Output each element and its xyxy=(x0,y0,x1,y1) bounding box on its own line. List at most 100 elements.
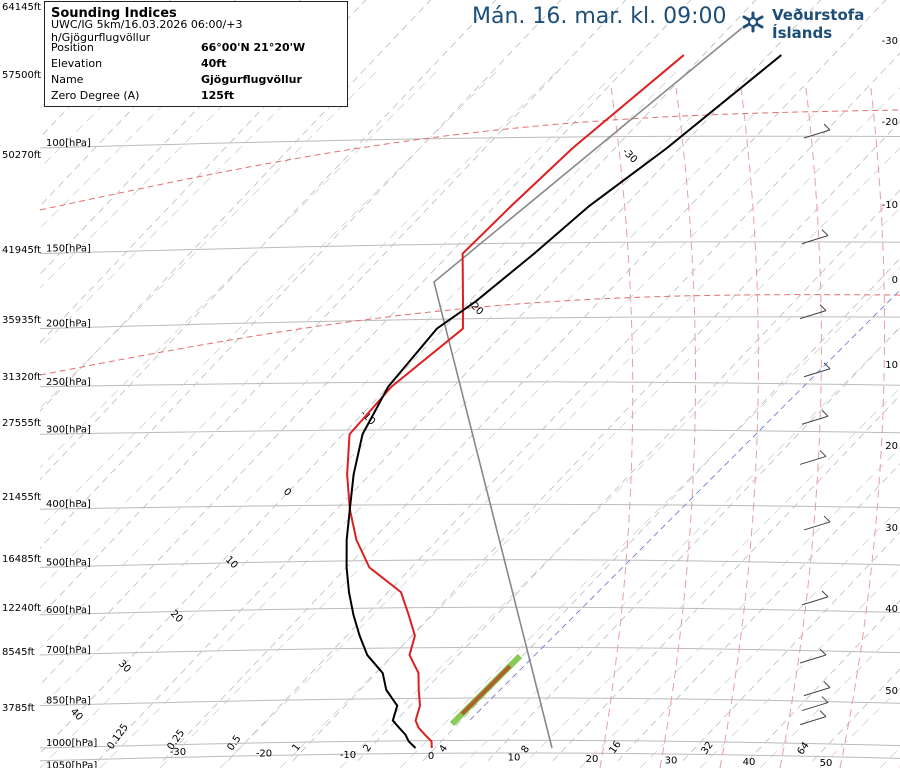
pressure-tick-label: 100[hPa] xyxy=(46,138,91,149)
mixing-ratio-label: 4 xyxy=(437,743,450,755)
dry-adiabat-line xyxy=(40,67,561,589)
wind-barb xyxy=(803,362,831,378)
dry-adiabat-line xyxy=(639,507,900,768)
wind-barb xyxy=(801,696,829,712)
altitude-tick-label: 31320ft xyxy=(2,372,41,383)
info-value: 125ft xyxy=(201,88,235,102)
right-tick-label: 20 xyxy=(885,441,898,452)
info-value: 40ft xyxy=(201,56,227,70)
altitude-tick-label: 27555ft xyxy=(2,418,41,429)
isotherm-inline-label: -30 xyxy=(620,146,639,165)
isotherm-line xyxy=(227,52,900,761)
dry-adiabat-line xyxy=(399,267,900,768)
right-tick-label: -10 xyxy=(882,200,898,211)
wind-barb xyxy=(803,123,831,139)
info-row-position: Position 66°00'N 21°20'W xyxy=(51,39,341,55)
right-tick-label: 40 xyxy=(885,604,898,615)
info-key: Elevation xyxy=(51,56,103,70)
isotherm-line xyxy=(682,531,900,761)
pressure-tick-label: 200[hPa] xyxy=(46,319,91,330)
mixing-line xyxy=(469,289,900,721)
altitude-tick-label: 16485ft xyxy=(2,554,41,565)
tropopause-guide-line xyxy=(40,294,900,376)
altitude-tick-label: 3785ft xyxy=(2,703,35,714)
moist-adiabat-line xyxy=(659,87,696,768)
isotherm-line xyxy=(40,0,432,412)
wind-barb xyxy=(803,681,831,697)
info-row-name: Name Gjögurflugvöllur xyxy=(51,71,341,87)
pressure-tick-label: 850[hPa] xyxy=(46,696,91,707)
dewpoint-curve xyxy=(345,54,782,749)
wind-barb xyxy=(799,710,827,726)
wind-barb xyxy=(801,229,829,245)
isobar-line xyxy=(40,241,900,255)
pressure-tick-label: 1000[hPa] xyxy=(46,738,97,749)
right-tick-label: 30 xyxy=(885,523,898,534)
altitude-tick-label: 12240ft xyxy=(2,603,41,614)
isobar-line xyxy=(40,646,900,656)
pressure-tick-label: 600[hPa] xyxy=(46,605,91,616)
temperature-tick-label: 10 xyxy=(508,753,521,764)
right-tick-label: 10 xyxy=(885,360,898,371)
dry-adiabat-line xyxy=(519,387,900,768)
dry-adiabat-line xyxy=(40,67,381,409)
isotherm-inline-label: 40 xyxy=(68,706,85,723)
isobar-line xyxy=(40,428,900,435)
temperature-tick-label: 20 xyxy=(586,754,599,765)
pressure-tick-label: 400[hPa] xyxy=(46,499,91,510)
right-tick-label: -20 xyxy=(882,117,898,128)
isotherm-line xyxy=(617,463,900,761)
wind-barb xyxy=(801,590,829,606)
mixing-ratio-label: 8 xyxy=(519,744,532,756)
info-key: Zero Degree (A) xyxy=(51,88,140,102)
isobar-line xyxy=(40,381,900,388)
temperature-curve xyxy=(346,54,685,749)
info-row-zero-degree: Zero Degree (A) 125ft xyxy=(51,87,341,103)
snowflake-logo-icon xyxy=(738,11,768,37)
isobar-line xyxy=(40,135,900,149)
isotherm-line xyxy=(747,600,900,761)
isotherm-inline-label: 30 xyxy=(116,658,133,675)
moist-adiabat-line xyxy=(779,87,822,768)
info-value: Gjögurflugvöllur xyxy=(201,72,302,86)
pressure-tick-label: 300[hPa] xyxy=(46,424,91,435)
isotherm-inline-label: 0 xyxy=(281,486,293,498)
moist-adiabat-line xyxy=(719,87,759,768)
altitude-tick-label: 41945ft xyxy=(2,245,41,256)
right-tick-label: 0 xyxy=(892,275,898,286)
info-key: Name xyxy=(51,72,84,86)
isotherm-line xyxy=(162,0,887,761)
temperature-tick-label: 50 xyxy=(820,758,833,768)
wind-barbs xyxy=(799,123,831,726)
mixing-ratio-label: 2 xyxy=(361,743,374,755)
pressure-tick-label: 250[hPa] xyxy=(46,377,91,388)
isotherm-line xyxy=(292,121,900,761)
temperature-tick-label: 40 xyxy=(743,757,756,768)
dry-adiabat-line xyxy=(40,67,321,349)
info-row-elevation: Elevation 40ft xyxy=(51,55,341,71)
isobar-line xyxy=(40,752,900,762)
isobar-line xyxy=(40,606,900,616)
dry-adiabat-line xyxy=(819,687,900,768)
wind-barb xyxy=(803,515,831,531)
info-subtitle-text: UWC/IG 5km/16.03.2026 06:00/+3 h/Gjögurf… xyxy=(51,18,243,44)
isotherm-line xyxy=(422,257,900,761)
sounding-indices-box: Sounding Indices UWC/IG 5km/16.03.2026 0… xyxy=(44,1,348,107)
brand-name: Veðurstofa Íslands xyxy=(772,6,865,42)
isotherm-inline-label: 20 xyxy=(168,608,185,625)
parcel-line xyxy=(433,27,743,749)
info-value: 66°00'N 21°20'W xyxy=(201,40,306,54)
temperature-tick-label: -30 xyxy=(170,747,186,758)
wind-barb xyxy=(801,409,829,425)
temperature-tick-label: 30 xyxy=(665,755,678,766)
chart-series xyxy=(345,54,782,749)
altitude-tick-label: 50270ft xyxy=(2,150,41,161)
altitude-tick-label: 64145ft xyxy=(2,2,41,13)
pressure-tick-label: 1050[hPa] xyxy=(46,761,97,768)
altitude-tick-label: 21455ft xyxy=(2,492,41,503)
wind-barb xyxy=(799,648,827,664)
mixing-ratio-label: 1 xyxy=(290,742,303,754)
info-subtitle: UWC/IG 5km/16.03.2026 06:00/+3 h/Gjögurf… xyxy=(51,18,341,44)
